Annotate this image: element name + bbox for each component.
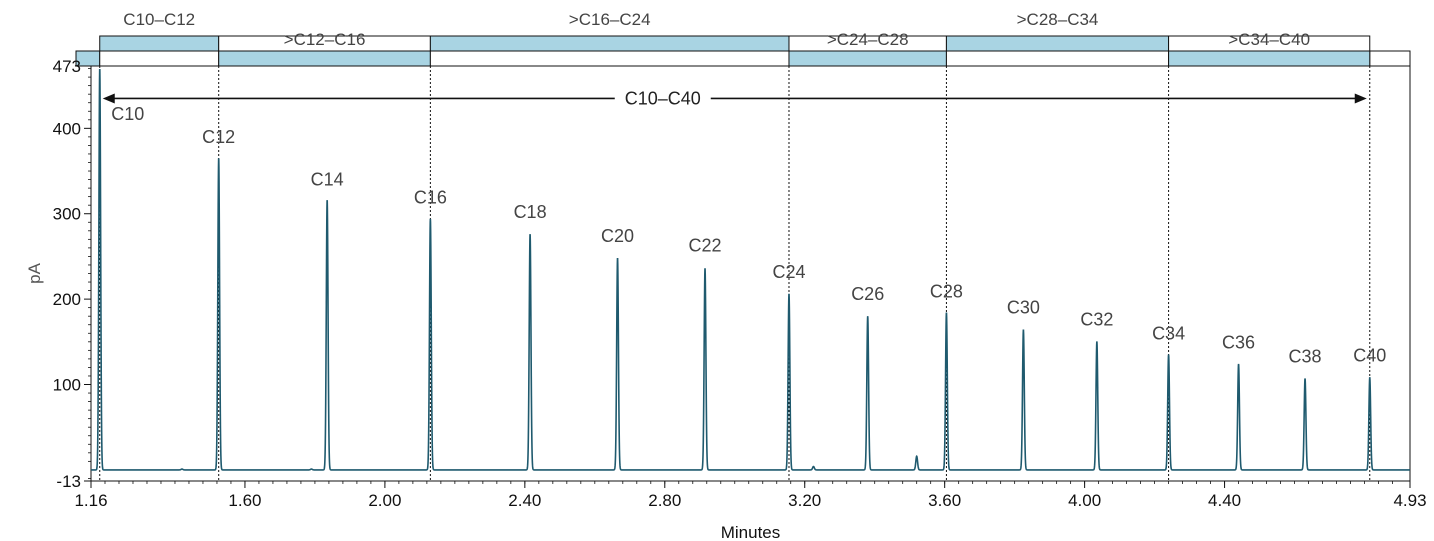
peak-label: C32 xyxy=(1080,310,1113,330)
range-bar-tail xyxy=(1369,50,1411,67)
peak-label: C26 xyxy=(851,284,884,304)
x-tick-label: 4.93 xyxy=(1393,491,1426,510)
range-label: >C28–C34 xyxy=(1017,10,1099,29)
x-tick-label: 4.00 xyxy=(1068,491,1101,510)
span-label: C10–C40 xyxy=(625,88,701,108)
y-axis-title: pA xyxy=(25,262,44,283)
range-label: C10–C12 xyxy=(123,10,195,29)
x-tick-label: 3.20 xyxy=(788,491,821,510)
y-tick-label: -13 xyxy=(56,472,81,491)
peak-label: C10 xyxy=(111,104,144,124)
range-label: >C16–C24 xyxy=(569,10,651,29)
range-bar-lower-4 xyxy=(945,50,1170,67)
c10-c40-span-arrow: C10–C40 xyxy=(102,88,1367,108)
range-bar-lower-2 xyxy=(429,50,790,67)
y-axis: -13 100 200 300 400 473 xyxy=(53,57,91,491)
range-boundary-lines xyxy=(99,66,1371,481)
range-bar-lower-0 xyxy=(99,50,220,67)
plot-frame xyxy=(90,65,1411,482)
x-tick-label: 2.40 xyxy=(508,491,541,510)
peak-label: C12 xyxy=(202,127,235,147)
x-tick-label: 4.40 xyxy=(1208,491,1241,510)
range-bar-lower-1 xyxy=(218,50,431,67)
peak-label: C14 xyxy=(311,170,344,190)
x-tick-label: 1.60 xyxy=(228,491,261,510)
span-arrowhead-right xyxy=(1354,93,1367,104)
peak-label: C20 xyxy=(601,226,634,246)
peak-label: C36 xyxy=(1222,333,1255,353)
chromatogram-trace xyxy=(91,69,1410,471)
range-label: >C12–C16 xyxy=(284,30,366,49)
range-label: >C34–C40 xyxy=(1228,30,1310,49)
range-bar-upper-2 xyxy=(429,35,790,52)
x-tick-label: 1.16 xyxy=(74,491,107,510)
range-bar-upper-4 xyxy=(945,35,1170,52)
peak-label: C34 xyxy=(1152,323,1185,343)
y-tick-label: 100 xyxy=(53,376,81,395)
range-bar-lower-5 xyxy=(1168,50,1371,67)
peak-label: C40 xyxy=(1353,345,1386,365)
y-tick-label: 300 xyxy=(53,205,81,224)
x-tick-label: 3.60 xyxy=(928,491,961,510)
x-axis: 1.16 1.60 2.00 2.40 2.80 3.20 3.60 4.00 4.40 4.93 xyxy=(74,481,1427,510)
x-axis-title: Minutes xyxy=(721,523,781,541)
range-bar-upper-0 xyxy=(99,35,220,52)
span-arrowhead-left xyxy=(102,93,115,104)
peak-label: C24 xyxy=(772,262,805,282)
peak-label: C18 xyxy=(514,202,547,222)
y-tick-label: 200 xyxy=(53,290,81,309)
range-label: >C24–C28 xyxy=(827,30,909,49)
peak-label: C16 xyxy=(414,187,447,207)
range-bar-lower-3 xyxy=(788,50,947,67)
peak-label: C30 xyxy=(1007,298,1040,318)
y-tick-label: 400 xyxy=(53,119,81,138)
x-tick-label: 2.00 xyxy=(368,491,401,510)
y-tick-label: 473 xyxy=(53,57,81,76)
peak-labels: C10 C12 C14 C16 C18 C20 C22 C24 C26 C28 C30 C32 C34 C… xyxy=(111,104,1386,367)
carbon-range-bars: C10–C12 >C12–C16 >C16–C24 >C24–C28 >C28–C34 >… xyxy=(75,10,1411,67)
x-tick-label: 2.80 xyxy=(648,491,681,510)
peak-label: C22 xyxy=(689,235,722,255)
peak-label: C28 xyxy=(930,281,963,301)
peak-label: C38 xyxy=(1289,346,1322,366)
